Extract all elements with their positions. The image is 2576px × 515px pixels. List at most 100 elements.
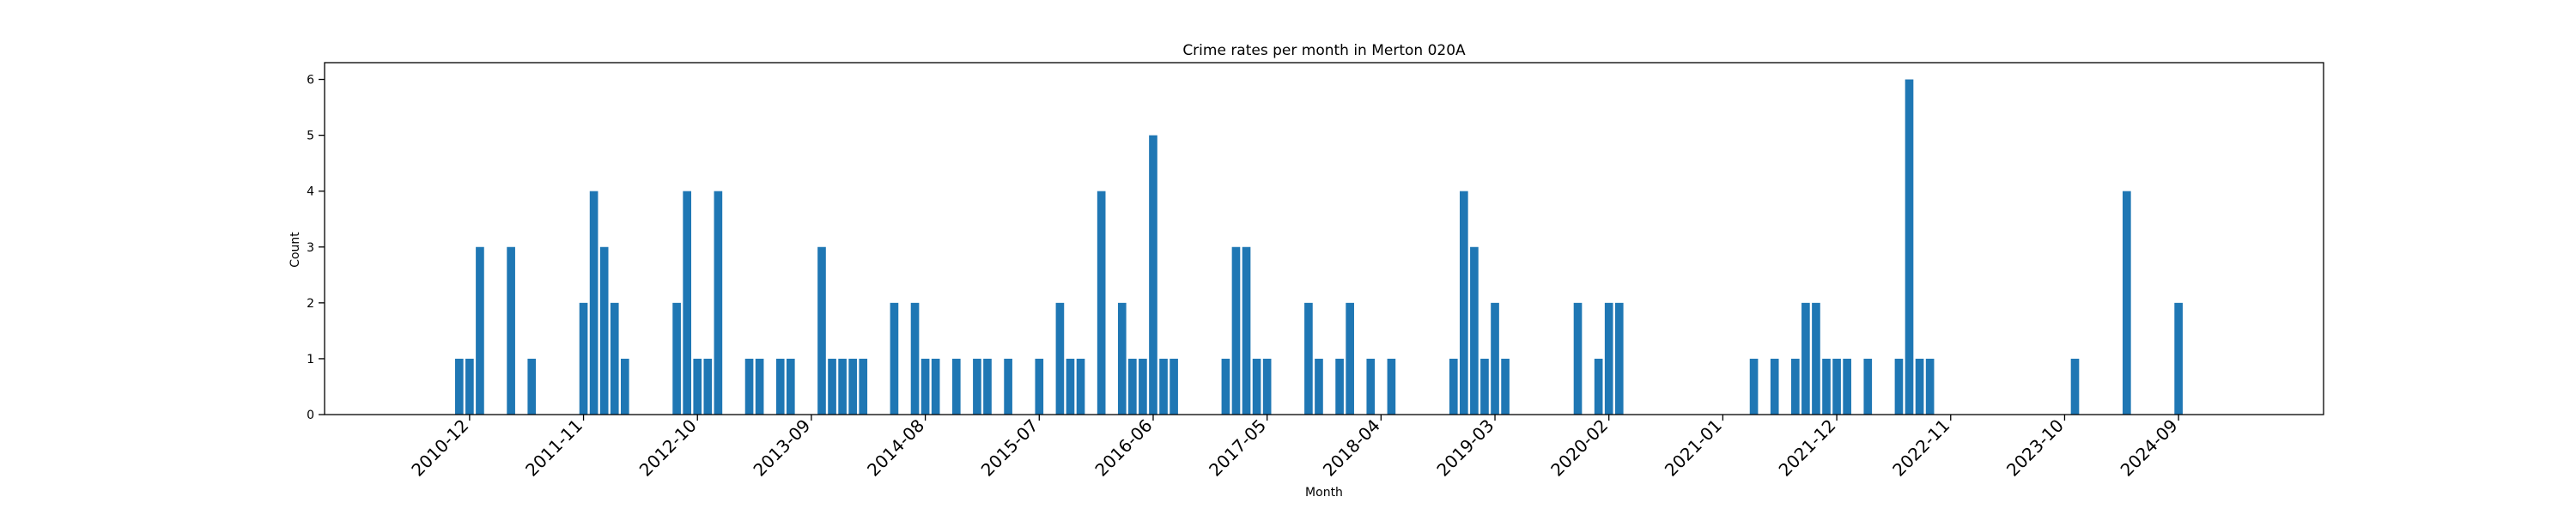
- y-tick-label: 3: [307, 241, 314, 255]
- bar: [1843, 358, 1851, 415]
- y-tick-label: 1: [307, 353, 314, 367]
- bar: [1449, 358, 1458, 415]
- bar: [1801, 302, 1810, 415]
- x-tick-label: 2019-03: [1432, 415, 1498, 481]
- bar: [527, 358, 537, 415]
- bar: [1915, 358, 1924, 415]
- bar: [1812, 302, 1820, 415]
- x-axis: 2010-12 2011-11 2012-10 2013-09 2014-08 2015-…: [407, 415, 2182, 481]
- x-tick-label: 2017-05: [1205, 415, 1270, 481]
- bar: [1055, 302, 1065, 415]
- bar: [1076, 358, 1085, 415]
- bar: [973, 358, 981, 415]
- bar: [1573, 302, 1583, 415]
- bar: [1501, 358, 1510, 415]
- y-tick-label: 6: [307, 74, 314, 88]
- x-axis-label: Month: [1305, 486, 1343, 500]
- bar: [1905, 79, 1914, 415]
- plot-frame: [324, 62, 2324, 415]
- bar: [1128, 358, 1137, 415]
- bar: [1832, 358, 1841, 415]
- bar: [1159, 358, 1168, 415]
- bar: [2122, 191, 2131, 415]
- bar: [589, 191, 598, 415]
- bar: [693, 358, 702, 415]
- bar: [465, 358, 474, 415]
- x-tick-label: 2012-10: [635, 415, 701, 481]
- bar: [1231, 246, 1241, 415]
- bar: [1491, 302, 1499, 415]
- bar: [599, 246, 609, 415]
- y-tick-label: 2: [307, 297, 314, 311]
- bar: [817, 246, 826, 415]
- bar: [476, 246, 484, 415]
- y-tick-label: 4: [307, 185, 314, 199]
- x-tick-label: 2018-04: [1319, 415, 1384, 481]
- x-tick-label: 2010-12: [407, 415, 472, 481]
- bar: [1004, 358, 1012, 415]
- bar: [848, 358, 857, 415]
- bar: [838, 358, 847, 415]
- bar: [1749, 358, 1759, 415]
- y-axis-label: Count: [289, 232, 302, 268]
- bar: [859, 358, 868, 415]
- bar: [1097, 191, 1106, 415]
- bar: [1170, 358, 1178, 415]
- bar: [1460, 191, 1468, 415]
- bar: [1262, 358, 1272, 415]
- bar: [1387, 358, 1396, 415]
- bar: [1822, 358, 1831, 415]
- bar: [454, 358, 464, 415]
- bar: [1894, 358, 1904, 415]
- bar: [1480, 358, 1489, 415]
- bar: [786, 358, 795, 415]
- bars: [454, 79, 2183, 415]
- bar: [1604, 302, 1613, 415]
- bar: [610, 302, 619, 415]
- bar: [1791, 358, 1800, 415]
- x-tick-label: 2022-11: [1888, 415, 1953, 481]
- bar: [1925, 358, 1935, 415]
- x-tick-label: 2023-10: [2002, 415, 2068, 481]
- bar: [714, 191, 723, 415]
- x-tick-label: 2015-07: [977, 415, 1042, 481]
- bar: [744, 358, 754, 415]
- x-tick-label: 2020-02: [1546, 415, 1612, 481]
- bar: [1149, 135, 1157, 415]
- bar: [1315, 358, 1323, 415]
- x-tick-label: 2021-12: [1775, 415, 1840, 481]
- bar: [920, 358, 930, 415]
- bar: [1863, 358, 1873, 415]
- y-tick-label: 5: [307, 130, 314, 143]
- bar: [1614, 302, 1624, 415]
- bar: [910, 302, 920, 415]
- bar: [620, 358, 629, 415]
- bar: [951, 358, 961, 415]
- bar: [1770, 358, 1779, 415]
- bar: [672, 302, 681, 415]
- bar: [983, 358, 992, 415]
- bar: [1242, 246, 1251, 415]
- bar: [1346, 302, 1354, 415]
- bar: [1139, 358, 1147, 415]
- bar: [1252, 358, 1261, 415]
- x-tick-label: 2021-01: [1661, 415, 1726, 481]
- bar: [683, 191, 692, 415]
- bar: [579, 302, 588, 415]
- bar: [775, 358, 785, 415]
- bar: [2174, 302, 2183, 415]
- bar: [1221, 358, 1230, 415]
- bar: [755, 358, 764, 415]
- bar: [1035, 358, 1044, 415]
- y-tick-label: 0: [307, 409, 314, 422]
- bar: [703, 358, 713, 415]
- y-axis: 0 1 2 3 4 5 6: [307, 74, 325, 422]
- bar: [1366, 358, 1376, 415]
- bar: [1304, 302, 1313, 415]
- bar: [828, 358, 836, 415]
- bar: [1594, 358, 1603, 415]
- chart-title: Crime rates per month in Merton 020A: [1182, 42, 1466, 59]
- bar: [507, 246, 515, 415]
- bar: [931, 358, 940, 415]
